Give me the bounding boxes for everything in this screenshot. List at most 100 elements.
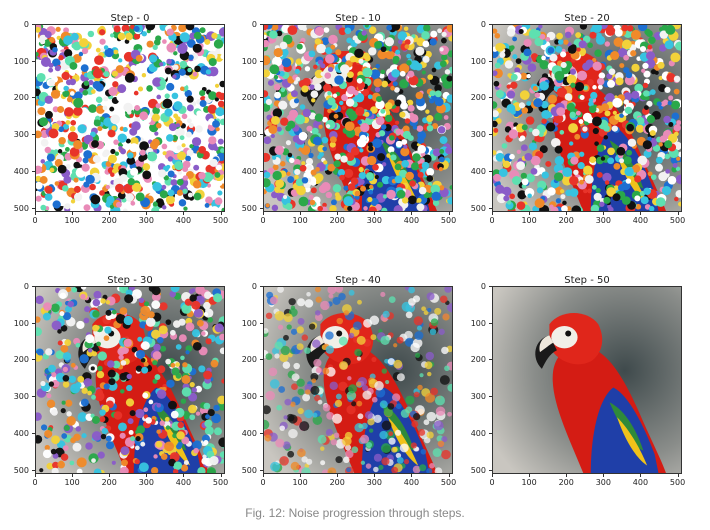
y-tick-label: 100: [241, 318, 257, 328]
y-tick-label: 200: [470, 355, 486, 365]
y-tick-label: 500: [470, 465, 486, 475]
x-tick-mark: [183, 474, 185, 477]
x-tick-mark: [183, 212, 185, 215]
x-tick-label: 0: [489, 478, 495, 487]
y-tick-label: 0: [23, 282, 29, 291]
y-tick-label: 0: [251, 282, 257, 291]
y-tick-mark: [32, 24, 35, 25]
x-tick-label: 100: [521, 478, 537, 487]
x-tick-label: 0: [489, 216, 495, 225]
y-tick-mark: [489, 322, 492, 324]
y-tick-label: 400: [241, 166, 257, 176]
y-tick-label: 300: [13, 130, 29, 140]
x-tick-label: 500: [212, 216, 229, 225]
x-tick-mark: [677, 474, 679, 477]
x-tick-mark: [640, 212, 642, 215]
panel-title: Step - 30: [107, 275, 153, 286]
panel-image: [35, 286, 225, 474]
panel-step-4: Step - 40 0 100 200 300 400 500 0 100 200 300 400 5…: [233, 272, 483, 500]
x-tick-label: 100: [292, 216, 308, 225]
x-tick-mark: [603, 212, 605, 215]
y-tick-mark: [32, 134, 35, 136]
x-tick-mark: [263, 474, 264, 477]
x-tick-mark: [146, 212, 148, 215]
y-tick-label: 200: [470, 93, 486, 103]
panel-title: Step - 20: [564, 13, 610, 24]
y-tick-label: 0: [480, 20, 486, 29]
y-tick-mark: [32, 286, 35, 287]
y-tick-label: 200: [13, 93, 29, 103]
y-tick-mark: [32, 432, 35, 434]
panel-step-2: Step - 20 0 100 200 300 400 500 0 100 200 300 400 5…: [462, 10, 710, 238]
x-tick-mark: [374, 474, 376, 477]
x-tick-label: 200: [329, 216, 345, 225]
x-tick-label: 0: [260, 478, 266, 487]
x-tick-label: 300: [366, 478, 382, 487]
y-tick-label: 400: [241, 428, 257, 438]
panel-title: Step - 10: [335, 13, 381, 24]
y-tick-mark: [489, 97, 492, 99]
x-tick-mark: [411, 212, 413, 215]
y-tick-mark: [260, 469, 263, 471]
x-tick-mark: [677, 212, 679, 215]
y-tick-mark: [489, 396, 492, 398]
y-tick-label: 200: [241, 93, 257, 103]
x-tick-mark: [337, 474, 339, 477]
y-tick-mark: [260, 60, 263, 62]
figure-caption: Fig. 12: Noise progression through steps…: [245, 506, 465, 520]
y-tick-mark: [32, 396, 35, 398]
y-tick-mark: [260, 359, 263, 361]
panel-title: Step - 50: [564, 275, 610, 286]
panel-step-0: Step - 0 0 100 200 300 400 500 0 100 200 300 400 500: [5, 10, 255, 238]
y-tick-label: 100: [470, 56, 486, 66]
x-tick-label: 300: [138, 216, 154, 225]
panel-step-3: Step - 30 0 100 200 300 400 500 0 100 200 300 400 5…: [5, 272, 255, 500]
x-tick-mark: [300, 212, 302, 215]
x-tick-mark: [220, 474, 222, 477]
y-tick-label: 100: [13, 318, 29, 328]
x-tick-label: 400: [632, 478, 649, 487]
x-tick-label: 500: [212, 478, 229, 487]
y-tick-label: 400: [470, 166, 486, 176]
x-tick-label: 100: [64, 216, 80, 225]
y-tick-label: 500: [13, 203, 29, 213]
y-tick-mark: [32, 469, 35, 471]
y-tick-mark: [260, 286, 263, 287]
x-tick-label: 0: [32, 216, 38, 225]
panel-image: [35, 24, 225, 212]
y-tick-mark: [32, 60, 35, 62]
y-tick-label: 0: [251, 20, 257, 29]
x-tick-label: 500: [669, 216, 686, 225]
x-tick-label: 400: [403, 216, 420, 225]
x-tick-mark: [300, 474, 302, 477]
y-tick-mark: [489, 359, 492, 361]
y-tick-mark: [32, 207, 35, 209]
y-tick-mark: [489, 24, 492, 25]
x-tick-label: 400: [175, 216, 192, 225]
x-tick-mark: [263, 212, 264, 215]
x-tick-mark: [146, 474, 148, 477]
panel-image: [263, 24, 453, 212]
x-tick-label: 300: [366, 216, 382, 225]
x-tick-label: 200: [101, 216, 117, 225]
x-tick-mark: [529, 212, 531, 215]
x-tick-label: 200: [101, 478, 117, 487]
x-tick-mark: [411, 474, 413, 477]
y-tick-mark: [260, 322, 263, 324]
panel-image: [263, 286, 453, 474]
x-tick-label: 100: [521, 216, 537, 225]
x-tick-label: 300: [138, 478, 154, 487]
y-tick-mark: [32, 322, 35, 324]
x-tick-mark: [109, 474, 111, 477]
x-tick-mark: [566, 474, 568, 477]
y-tick-label: 100: [470, 318, 486, 328]
y-tick-label: 0: [480, 282, 486, 291]
x-tick-mark: [109, 212, 111, 215]
x-tick-label: 200: [558, 478, 574, 487]
x-tick-label: 400: [403, 478, 420, 487]
x-tick-label: 200: [558, 216, 574, 225]
y-tick-mark: [260, 432, 263, 434]
y-tick-label: 500: [470, 203, 486, 213]
y-tick-label: 400: [470, 428, 486, 438]
x-tick-mark: [529, 474, 531, 477]
